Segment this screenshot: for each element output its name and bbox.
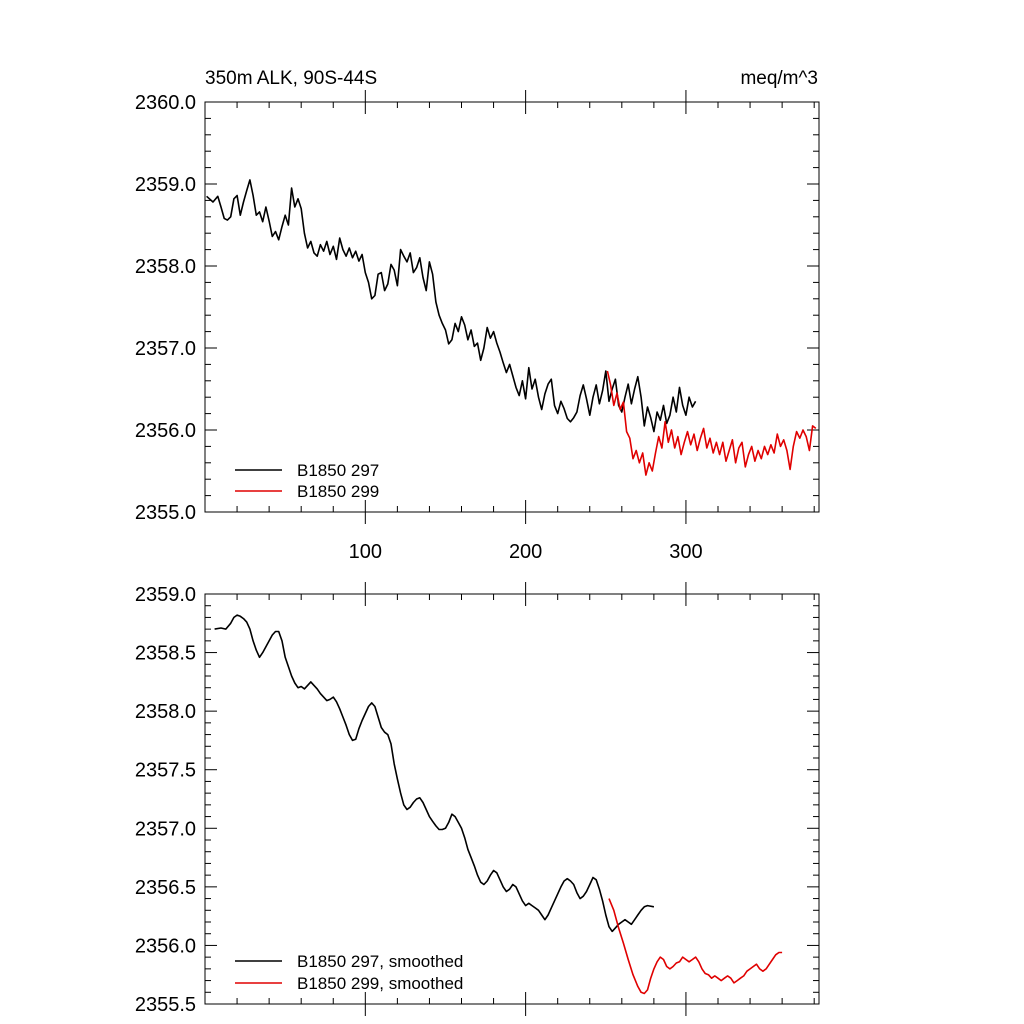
top-chart-plot-frame [204, 101, 820, 513]
chart1-series-b1850-297 [206, 179, 697, 433]
bottom-chart-series [214, 614, 783, 995]
chart1-xtick-label: 200 [509, 541, 542, 563]
top-chart-series [206, 179, 817, 476]
legend-label-b1850-297: B1850 297 [297, 461, 379, 480]
chart1-ytick-label: 2359.0 [135, 174, 196, 196]
top-chart-panel: 350m ALK, 90S-44S meq/m^3 2355.02356.023… [135, 68, 820, 563]
chart1-ytick-label: 2360.0 [135, 92, 196, 114]
chart1-ytick-label: 2358.0 [135, 256, 196, 278]
chart2-ytick-label: 2359.0 [135, 584, 196, 606]
chart2-ytick-label: 2358.5 [135, 643, 196, 665]
bottom-chart-legend: B1850 297, smoothed B1850 299, smoothed [235, 952, 463, 993]
legend-label-b1850-299-smoothed: B1850 299, smoothed [297, 974, 463, 993]
bottom-chart-ticks: 2355.5 2356.0 2356.5 2357.0 2357.5 2358.0 2358… [135, 582, 819, 1016]
chart2-series-b1850-297-smoothed [214, 614, 655, 933]
chart1-ytick-label: 2355.0 [135, 502, 196, 524]
legend-label-b1850-299: B1850 299 [297, 482, 379, 501]
chart2-ytick-label: 2358.0 [135, 701, 196, 723]
top-chart-ticks: 2355.0 2356.0 2357.0 2358.0 2359.0 2360.0 100 2… [135, 90, 819, 563]
chart2-ytick-label: 2357.0 [135, 818, 196, 840]
chart2-ytick-label: 2355.5 [135, 994, 196, 1016]
chart2-ytick-label: 2356.5 [135, 877, 196, 899]
chart2-ytick-label: 2357.5 [135, 760, 196, 782]
chart2-ytick-label: 2356.0 [135, 935, 196, 957]
chart1-series-b1850-299 [606, 370, 817, 476]
bottom-chart-panel: 2355.5 2356.0 2356.5 2357.0 2357.5 2358.0 2358… [135, 582, 820, 1016]
chart1-ytick-label: 2357.0 [135, 338, 196, 360]
bottom-chart-plot-frame [204, 593, 820, 1005]
top-chart-legend: B1850 297 B1850 299 [235, 461, 379, 501]
top-chart-units: meq/m^3 [740, 68, 818, 89]
chart2-series-b1850-299-smoothed [608, 898, 783, 995]
chart1-xtick-label: 300 [669, 541, 702, 563]
chart1-ytick-label: 2356.0 [135, 420, 196, 442]
chart1-xtick-label: 100 [349, 541, 382, 563]
legend-label-b1850-297-smoothed: B1850 297, smoothed [297, 952, 463, 971]
top-chart-title: 350m ALK, 90S-44S [205, 68, 377, 89]
